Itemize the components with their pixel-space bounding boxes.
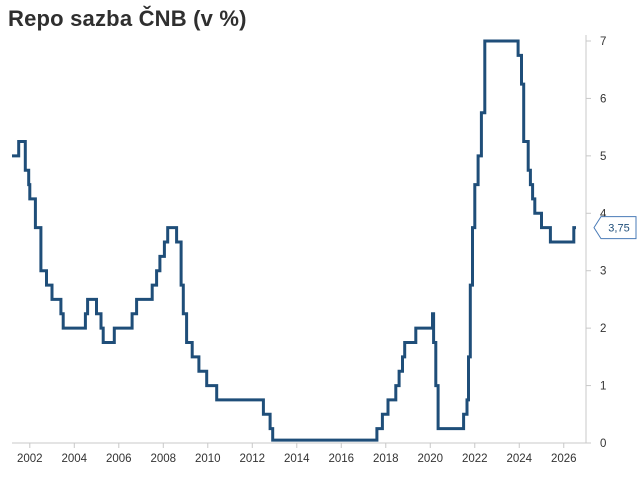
y-tick-label: 5 — [600, 151, 606, 163]
x-tick-label: 2010 — [195, 453, 221, 465]
x-tick-label: 2020 — [417, 453, 443, 465]
callout-value: 3,75 — [608, 223, 629, 235]
y-tick-label: 4 — [600, 208, 607, 220]
last-value-callout: 3,75 — [593, 216, 637, 240]
y-tick-label: 3 — [600, 266, 606, 278]
chart-title: Repo sazba ČNB (v %) — [8, 6, 247, 31]
x-tick-label: 2018 — [373, 453, 399, 465]
x-tick-label: 2014 — [284, 453, 310, 465]
series-layer — [12, 39, 576, 442]
y-axis-ticks: 0 1 2 3 4 5 6 7 — [586, 36, 607, 450]
x-tick-label: 2026 — [551, 453, 577, 465]
y-tick-label: 2 — [600, 323, 606, 335]
axes — [12, 35, 587, 444]
x-tick-label: 2008 — [150, 453, 176, 465]
x-tick-label: 2004 — [61, 453, 87, 465]
y-tick-label: 6 — [600, 93, 606, 105]
y-tick-label: 0 — [600, 438, 606, 450]
callout-box — [593, 216, 637, 240]
x-tick-label: 2022 — [462, 453, 488, 465]
series-line — [12, 39, 576, 442]
x-tick-label: 2006 — [106, 453, 132, 465]
x-tick-label: 2002 — [17, 453, 43, 465]
y-tick-label: 7 — [600, 36, 606, 48]
x-axis-ticks: 2002 2004 2006 2008 2010 2012 2014 2016 2018 2020… — [17, 443, 577, 465]
x-tick-label: 2016 — [328, 453, 354, 465]
y-tick-label: 1 — [600, 381, 606, 393]
x-tick-label: 2024 — [506, 453, 532, 465]
x-tick-label: 2012 — [239, 453, 265, 465]
